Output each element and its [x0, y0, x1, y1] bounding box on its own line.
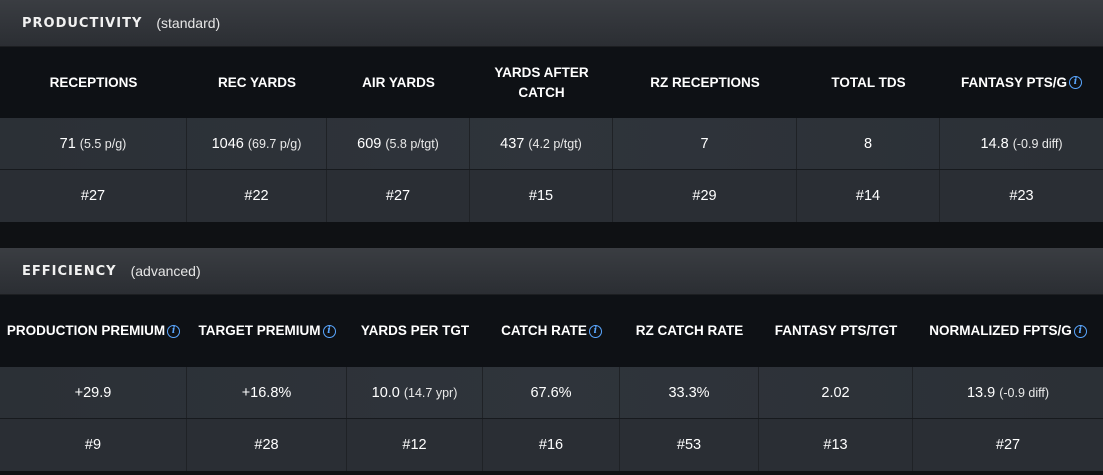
stat-rank: #27: [995, 437, 1021, 453]
stat-value: 14.8: [980, 135, 1009, 152]
efficiency-section-header: EFFICIENCY (advanced): [0, 248, 1103, 295]
column-header-label: RZ CATCH RATE: [635, 323, 744, 338]
info-icon[interactable]: i: [1069, 76, 1083, 89]
productivity-subtitle: (standard): [156, 15, 221, 31]
column-header: NORMALIZED FPTS/G i: [913, 295, 1103, 367]
stat-value: 13.9: [966, 384, 996, 401]
stat-value-cell: 437 (4.2 p/tgt): [470, 118, 613, 169]
stat-rank: #15: [470, 170, 613, 222]
column-header: RZ RECEPTIONS: [613, 47, 797, 118]
column-header: PRODUCTION PREMIUM i: [0, 295, 187, 367]
stat-value: 67.6%: [530, 384, 572, 401]
stat-value-detail: (5.5 p/g): [79, 136, 127, 151]
stat-value-cell: +16.8%: [187, 367, 347, 418]
column-header-label: TARGET PREMIUM: [198, 323, 321, 338]
stat-value: +29.9: [74, 384, 112, 401]
stat-rank: #22: [187, 170, 327, 222]
stat-value: 437: [500, 135, 525, 152]
stat-value: 2.02: [821, 384, 850, 401]
stat-value: 1046: [211, 135, 244, 152]
stat-value-cell: 2.02: [759, 367, 913, 418]
column-header-label: REC YARDS: [217, 74, 297, 90]
column-header: YARDS AFTER CATCH: [470, 47, 613, 118]
column-header: TARGET PREMIUM i: [187, 295, 347, 367]
stat-value-detail: (4.2 p/tgt): [528, 136, 582, 151]
stat-value: 609: [357, 135, 382, 152]
column-header: RECEPTIONS: [0, 47, 187, 118]
stat-value-detail: (-0.9 diff): [999, 385, 1050, 400]
productivity-header-row: RECEPTIONS REC YARDS AIR YARDS YARDS AFTER …: [0, 47, 1103, 118]
info-icon[interactable]: i: [322, 324, 336, 338]
column-header-label: RZ RECEPTIONS: [650, 74, 760, 90]
column-header: REC YARDS: [187, 47, 327, 118]
stat-value-cell: 10.0 (14.7 ypr): [347, 367, 483, 418]
info-icon[interactable]: i: [588, 324, 602, 338]
stat-value-detail: (-0.9 diff): [1012, 136, 1063, 151]
stat-value-cell: 14.8 (-0.9 diff): [940, 118, 1103, 169]
efficiency-title: EFFICIENCY: [22, 263, 117, 279]
stat-rank: #13: [759, 419, 913, 471]
stat-rank: #12: [347, 419, 483, 471]
stat-value-cell: 67.6%: [483, 367, 620, 418]
stat-value-cell: 609 (5.8 p/tgt): [327, 118, 470, 169]
column-header: YARDS PER TGT: [347, 295, 483, 367]
column-header: FANTASY PTS/G i: [940, 47, 1103, 118]
stat-value: +16.8%: [241, 384, 292, 401]
stat-value-detail: (69.7 p/g): [247, 136, 302, 151]
column-header-label: RECEPTIONS: [49, 74, 138, 90]
stat-rank: #9: [0, 419, 187, 471]
productivity-rank-row: #27 #22 #27 #15 #29 #14 #23: [0, 170, 1103, 222]
productivity-section-header: PRODUCTIVITY (standard): [0, 0, 1103, 47]
stat-rank: #16: [483, 419, 620, 471]
column-header-label: AIR YARDS: [362, 74, 435, 90]
stat-rank: #27: [327, 170, 470, 222]
stat-value-cell: +29.9: [0, 367, 187, 418]
column-header-label: FANTASY PTS/G: [960, 74, 1068, 90]
efficiency-section: EFFICIENCY (advanced) PRODUCTION PREMIUM i T…: [0, 248, 1103, 471]
stat-value-cell: 1046 (69.7 p/g): [187, 118, 327, 169]
column-header-label: YARDS PER TGT: [360, 323, 470, 338]
productivity-value-row: 71 (5.5 p/g) 1046 (69.7 p/g) 609 (5.8 p/tgt) 4…: [0, 118, 1103, 170]
column-header-label: CATCH RATE: [501, 323, 587, 338]
stat-value-detail: (14.7 ypr): [403, 385, 458, 400]
stat-rank: #14: [797, 170, 940, 222]
column-header-label: FANTASY PTS/TGT: [774, 323, 898, 338]
stat-value: 8: [863, 135, 873, 152]
column-header: CATCH RATE i: [483, 295, 620, 367]
efficiency-header-row: PRODUCTION PREMIUM i TARGET PREMIUM i YARDS …: [0, 295, 1103, 367]
stat-rank: #28: [187, 419, 347, 471]
efficiency-value-row: +29.9 +16.8% 10.0 (14.7 ypr) 67.6% 33.3% 2.02 1…: [0, 367, 1103, 419]
stat-value-cell: 71 (5.5 p/g): [0, 118, 187, 169]
column-header-label: NORMALIZED FPTS/G: [929, 323, 1072, 338]
info-icon[interactable]: i: [1073, 324, 1087, 338]
stat-value: 10.0: [371, 384, 400, 401]
stat-value-cell: 7: [613, 118, 797, 169]
stat-rank: #53: [620, 419, 759, 471]
stat-value-cell: 13.9 (-0.9 diff): [913, 367, 1103, 418]
info-icon[interactable]: i: [167, 324, 181, 338]
stat-value: 7: [700, 135, 709, 152]
column-header-label: PRODUCTION PREMIUM: [6, 323, 166, 338]
productivity-section: PRODUCTIVITY (standard) RECEPTIONS REC YARD…: [0, 0, 1103, 222]
stat-rank: #23: [1009, 188, 1034, 204]
stat-rank: #29: [613, 170, 797, 222]
stat-value: 33.3%: [668, 384, 710, 401]
efficiency-subtitle: (advanced): [130, 263, 201, 279]
column-header: FANTASY PTS/TGT: [759, 295, 913, 367]
productivity-title: PRODUCTIVITY: [22, 15, 143, 31]
stat-value: 71: [59, 135, 76, 152]
stat-value-cell: 33.3%: [620, 367, 759, 418]
column-header: AIR YARDS: [327, 47, 470, 118]
column-header: RZ CATCH RATE: [620, 295, 759, 367]
column-header-label: TOTAL TDS: [831, 74, 906, 90]
stat-value-detail: (5.8 p/tgt): [385, 136, 439, 151]
stat-value-cell: 8: [797, 118, 940, 169]
column-header-label: YARDS AFTER CATCH: [494, 64, 589, 100]
efficiency-rank-row: #9 #28 #12 #16 #53 #13 #27: [0, 419, 1103, 471]
stat-rank: #27: [0, 170, 187, 222]
column-header: TOTAL TDS: [797, 47, 940, 118]
